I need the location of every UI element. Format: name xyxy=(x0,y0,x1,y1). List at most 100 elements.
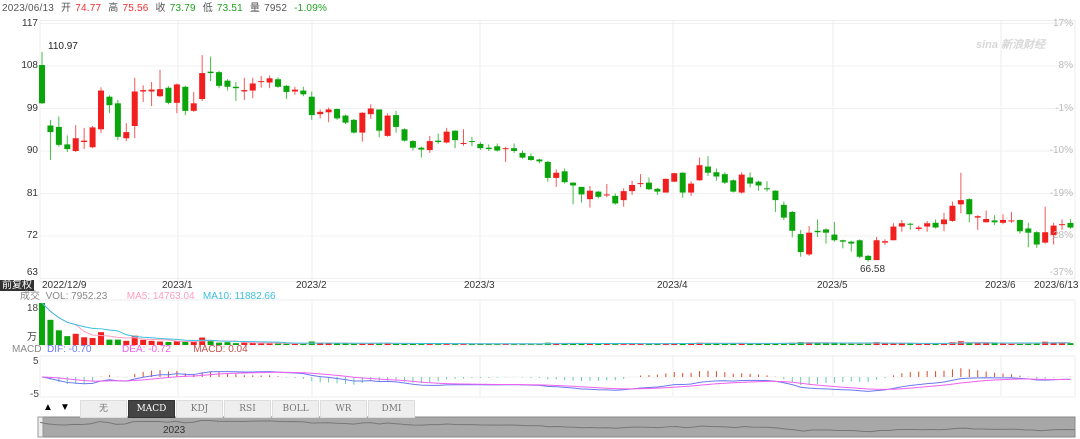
candle xyxy=(39,51,45,104)
candle-body xyxy=(974,216,981,218)
candle xyxy=(317,109,324,119)
candle-body xyxy=(536,159,543,162)
tab-kdj[interactable]: KDJ xyxy=(176,400,223,418)
tab-none[interactable]: 无 xyxy=(80,400,127,418)
vol-value: VOL: 7952.23 xyxy=(45,291,108,302)
percent-axis-label: -1% xyxy=(1055,102,1073,114)
candle xyxy=(570,182,577,205)
volume-bar xyxy=(856,343,863,345)
candle-body xyxy=(232,86,239,89)
volume-bar xyxy=(1059,342,1066,345)
volume-bar xyxy=(81,337,88,345)
volume-bar xyxy=(553,343,560,345)
candle-body xyxy=(224,80,231,87)
percent-axis-label: -10% xyxy=(1049,145,1073,156)
candle xyxy=(401,128,408,142)
candle xyxy=(89,125,96,149)
candle-body xyxy=(468,141,475,143)
candle xyxy=(1050,222,1057,245)
volume-bar xyxy=(1067,343,1074,345)
adjust-mode-button[interactable]: 前复权 xyxy=(0,280,34,291)
volume-bar xyxy=(612,343,619,345)
candle xyxy=(519,150,526,159)
candle xyxy=(1067,219,1074,229)
tab-macd[interactable]: MACD xyxy=(128,400,175,418)
volume-bar xyxy=(249,342,256,345)
candle-body xyxy=(291,89,298,92)
volume-bar xyxy=(426,343,433,345)
candle-body xyxy=(266,78,273,83)
candle xyxy=(207,56,214,82)
candle xyxy=(932,219,939,229)
candle xyxy=(114,100,121,141)
candle xyxy=(64,135,71,152)
volume-bar xyxy=(688,343,695,345)
volume-bar xyxy=(1008,343,1015,345)
candle xyxy=(713,168,720,181)
candle-body xyxy=(856,240,863,257)
candle-body xyxy=(39,65,45,104)
candle-body xyxy=(148,89,155,92)
volume-bar xyxy=(907,343,914,345)
volume-bar xyxy=(342,343,349,345)
candle-body xyxy=(544,161,551,178)
candle-body xyxy=(806,232,813,255)
candle xyxy=(468,136,475,147)
tab-boll[interactable]: BOLL xyxy=(272,400,319,418)
macd-axis-top: 5 xyxy=(33,356,39,367)
quote-date: 2023/06/13 xyxy=(2,3,55,14)
indicator-tabs: 无 MACD KDJ RSI BOLL WR DMI xyxy=(80,400,416,418)
candle-body xyxy=(671,173,678,182)
navigator-range xyxy=(39,416,1076,438)
candle-body xyxy=(435,140,442,143)
candle-body xyxy=(645,182,652,190)
candle xyxy=(553,169,560,187)
volume-axis-top: 18 xyxy=(27,303,39,314)
tab-rsi[interactable]: RSI xyxy=(224,400,271,418)
macd-legend: MACD DIF: -0.70 DEA: -0.72 MACD: 0.04 xyxy=(12,344,248,355)
volume-bar xyxy=(148,340,155,345)
tab-wr[interactable]: WR xyxy=(320,400,367,418)
indicator-down-arrow-icon[interactable]: ▼ xyxy=(60,402,70,413)
price-axis-label: 63 xyxy=(26,266,38,278)
candle xyxy=(249,77,256,99)
candle-body xyxy=(511,148,518,151)
indicator-up-arrow-icon[interactable]: ▲ xyxy=(43,402,53,413)
candle-body xyxy=(89,127,96,148)
candle xyxy=(258,75,265,88)
change-percent: -1.09% xyxy=(294,3,328,14)
tab-dmi[interactable]: DMI xyxy=(368,400,415,418)
date-axis-label: 2023/4 xyxy=(657,280,688,291)
candle-body xyxy=(882,241,888,243)
candle xyxy=(848,240,855,252)
candle xyxy=(1033,231,1040,248)
candle-body xyxy=(1033,232,1040,245)
candle xyxy=(1016,219,1023,234)
high-value: 75.56 xyxy=(122,3,149,14)
volume-bar xyxy=(966,342,973,345)
candle-body xyxy=(367,108,374,115)
volume-bar xyxy=(224,342,231,345)
candle xyxy=(974,215,981,230)
percent-axis-label: -28% xyxy=(1049,230,1073,241)
candle xyxy=(300,86,307,97)
volume-ma5-line xyxy=(41,302,1071,345)
candle xyxy=(671,172,678,183)
candle-body xyxy=(629,185,636,192)
candle-body xyxy=(359,112,366,133)
volume-bar xyxy=(991,343,998,345)
candle xyxy=(882,239,888,245)
candle xyxy=(662,178,669,193)
volume-bar xyxy=(384,343,391,345)
volume-bar xyxy=(393,343,400,345)
percent-axis-label: 17% xyxy=(1052,17,1073,29)
volume-bar xyxy=(806,342,813,345)
volume-bar xyxy=(452,343,459,345)
volume-bar xyxy=(266,343,273,345)
candle xyxy=(595,191,602,199)
volume-bar xyxy=(275,343,282,345)
volume-bar xyxy=(831,343,838,345)
candle xyxy=(140,85,147,102)
candle xyxy=(131,77,138,139)
